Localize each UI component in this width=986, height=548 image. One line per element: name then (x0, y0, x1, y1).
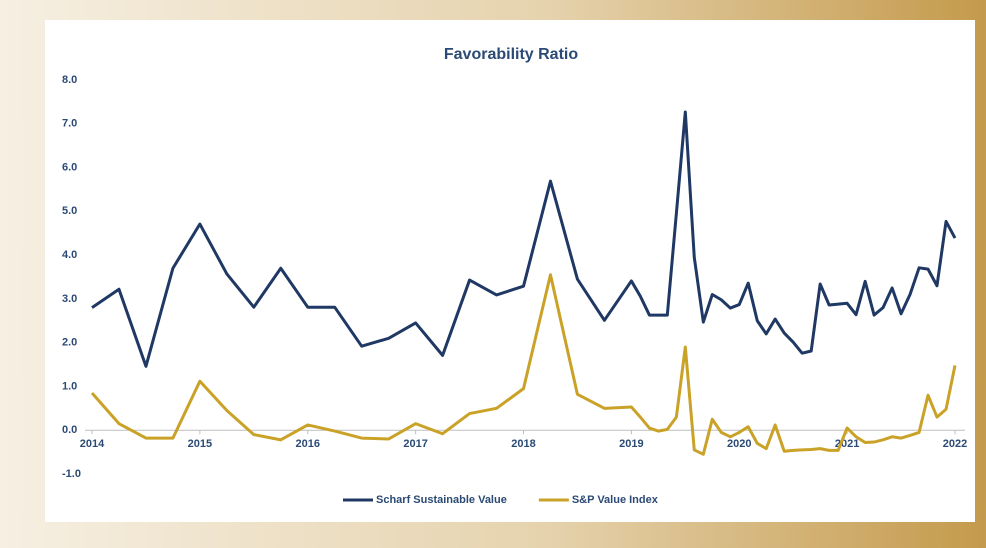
x-tick-label: 2022 (943, 438, 967, 450)
y-tick-label: 8.0 (62, 74, 77, 86)
x-tick-label: 2020 (727, 438, 751, 450)
x-tick-label: 2017 (403, 438, 427, 450)
y-tick-label: 6.0 (62, 161, 77, 173)
y-tick-label: 7.0 (62, 118, 77, 130)
chart-panel (45, 20, 975, 522)
data-line (90, 273, 957, 456)
chart-title: Favorability Ratio (444, 46, 578, 63)
y-tick-label: 5.0 (62, 205, 77, 217)
x-tick-label: 2014 (80, 438, 105, 450)
x-tick-label: 2019 (619, 438, 643, 450)
y-tick-label: 1.0 (62, 380, 77, 392)
y-tick-label: -1.0 (62, 468, 81, 480)
legend-label: S&P Value Index (572, 494, 659, 506)
y-tick-label: 0.0 (62, 424, 77, 436)
y-tick-label: 2.0 (62, 337, 77, 349)
x-tick-label: 2015 (188, 438, 212, 450)
x-tick-label: 2016 (296, 438, 320, 450)
y-tick-label: 3.0 (62, 293, 77, 305)
legend-label: Scharf Sustainable Value (376, 494, 507, 506)
y-tick-label: 4.0 (62, 249, 77, 261)
x-tick-label: 2018 (511, 438, 535, 450)
data-line (91, 110, 957, 368)
